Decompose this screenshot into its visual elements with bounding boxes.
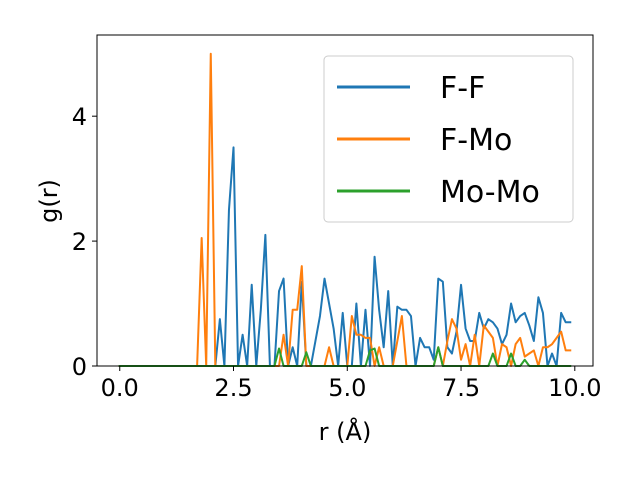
series-line-f-f [118, 146, 572, 367]
legend-frame [323, 55, 574, 223]
y-axis: 0 2 4 [72, 103, 97, 381]
y-tick-label: 2 [72, 228, 87, 256]
y-tick-label: 0 [72, 353, 87, 381]
x-tick-label: 7.5 [442, 374, 480, 402]
x-tick-label: 0.0 [101, 374, 139, 402]
series-line-f-mo [118, 52, 572, 367]
x-tick-label: 2.5 [214, 374, 252, 402]
legend-label-f-f: F-F [440, 71, 485, 106]
x-axis-label: r (Å) [319, 417, 372, 446]
y-axis-label: g(r) [35, 179, 63, 223]
x-axis: 0.0 2.5 5.0 7.5 10.0 [101, 366, 602, 402]
x-tick-label: 10.0 [548, 374, 601, 402]
y-tick-label: 4 [72, 103, 87, 131]
legend-label-mo-mo: Mo-Mo [440, 175, 540, 210]
legend-label-f-mo: F-Mo [440, 123, 512, 158]
x-tick-label: 5.0 [328, 374, 366, 402]
plot-area-frame [96, 34, 594, 367]
legend: F-F F-Mo Mo-Mo [323, 55, 574, 223]
